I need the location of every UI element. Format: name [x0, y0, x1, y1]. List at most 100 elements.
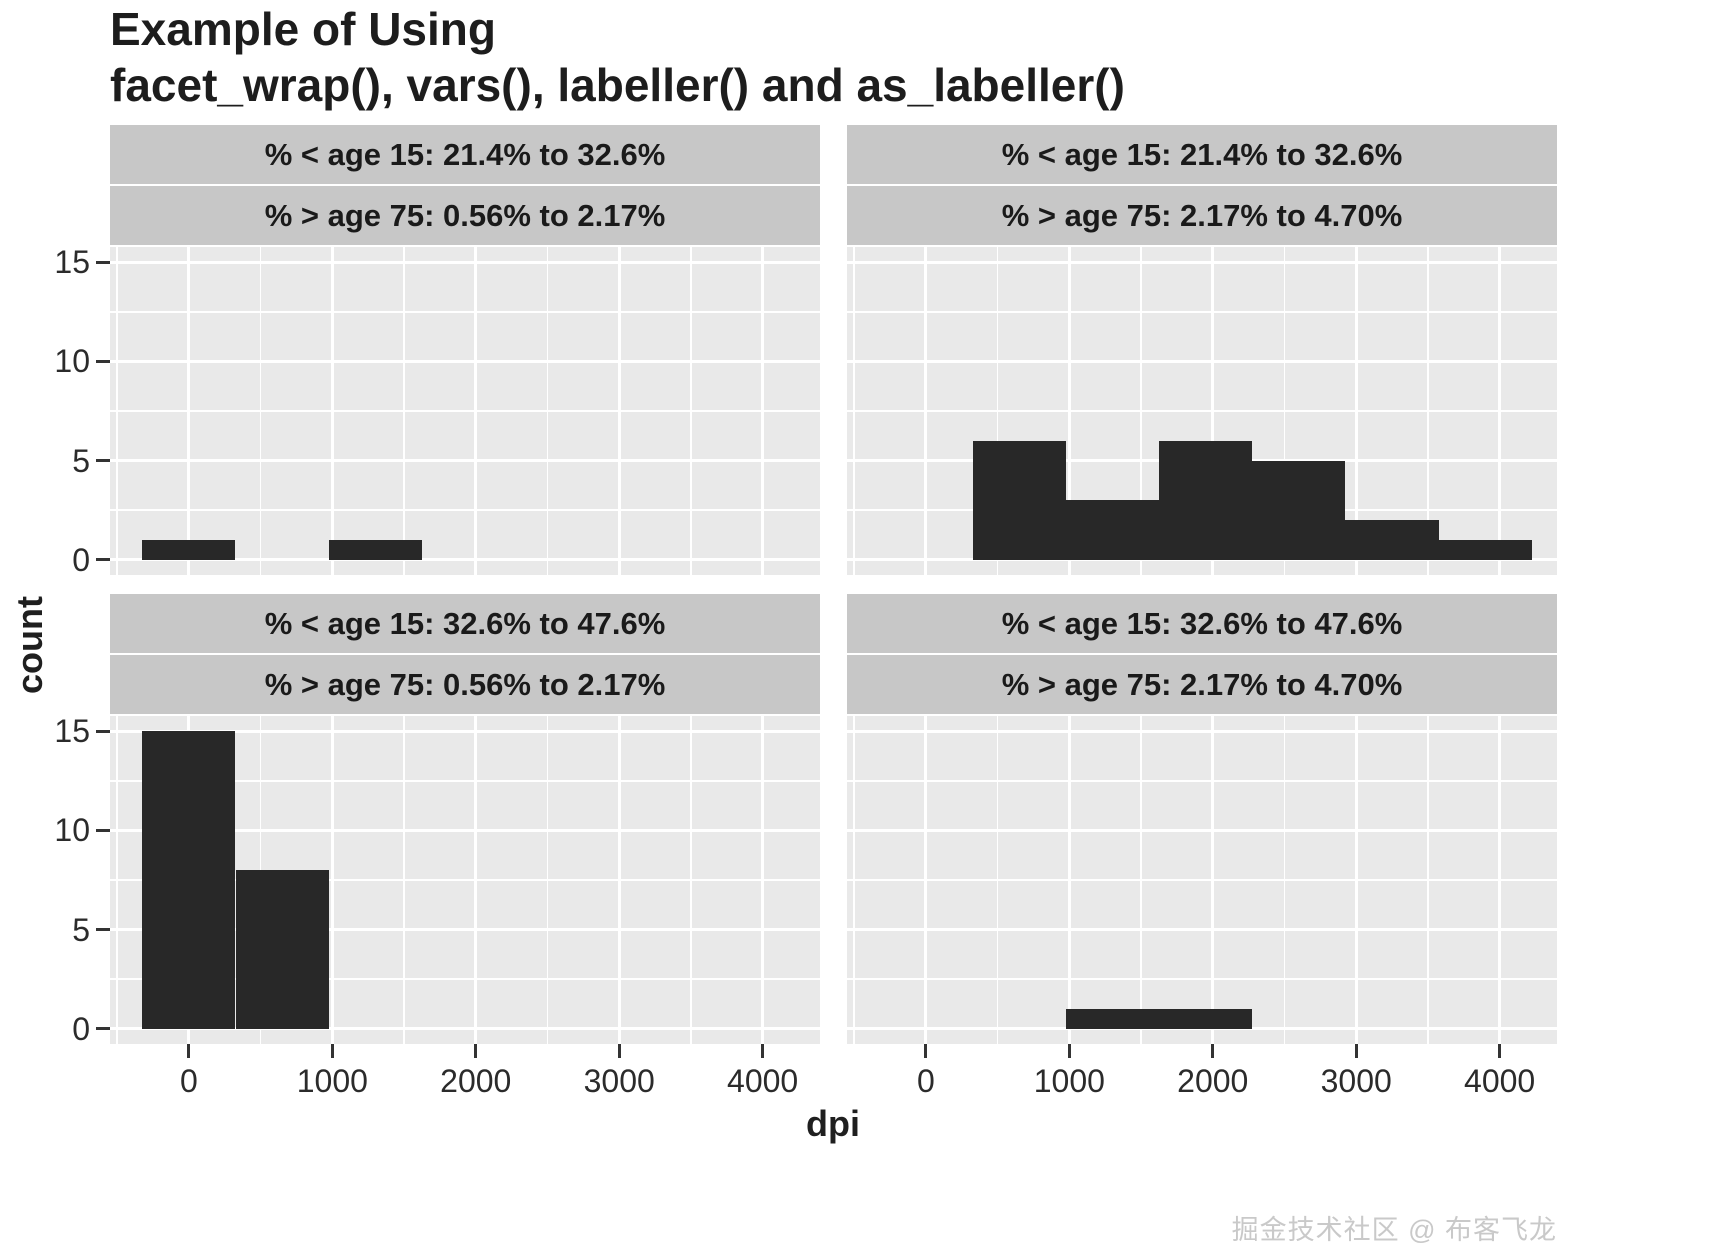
gridline-major-horizontal [847, 828, 1557, 832]
gridline-minor-horizontal [110, 879, 820, 881]
y-tick-label: 15 [54, 713, 90, 750]
chart-title-line2: facet_wrap(), vars(), labeller() and as_… [110, 59, 1125, 111]
gridline-major-horizontal [110, 260, 820, 264]
gridline-major-vertical [187, 247, 191, 575]
gridline-major-vertical [761, 716, 765, 1044]
gridline-major-horizontal [110, 1027, 820, 1031]
facet-strip-row1: % < age 15: 32.6% to 47.6% [110, 594, 820, 653]
gridline-major-vertical [1067, 716, 1071, 1044]
gridline-major-vertical [761, 247, 765, 575]
y-tick-mark [96, 359, 110, 363]
x-tick-mark [1211, 1044, 1215, 1058]
gridline-minor-horizontal [110, 410, 820, 412]
y-tick-mark [96, 928, 110, 932]
gridline-major-horizontal [847, 729, 1557, 733]
facet-strip-row2: % > age 75: 2.17% to 4.70% [847, 186, 1557, 245]
histogram-bar [142, 539, 236, 560]
x-tick-mark [1067, 1044, 1071, 1058]
y-tick-label: 5 [72, 442, 90, 479]
histogram-bar [972, 440, 1066, 560]
y-tick-mark [96, 558, 110, 562]
x-tick-mark [330, 1044, 334, 1058]
gridline-major-vertical [1354, 247, 1358, 575]
x-tick-label: 1000 [296, 1063, 368, 1099]
gridline-major-vertical [474, 247, 478, 575]
x-tick-mark [761, 1044, 765, 1058]
histogram-bar [235, 870, 329, 1029]
x-tick-label: 1000 [1033, 1063, 1105, 1099]
gridline-major-vertical [617, 247, 621, 575]
gridline-major-vertical [924, 716, 928, 1044]
gridline-major-horizontal [847, 928, 1557, 932]
gridline-major-vertical [330, 247, 334, 575]
y-tick-label: 0 [72, 541, 90, 578]
x-tick-mark [1354, 1044, 1358, 1058]
x-axis-title: dpi [806, 1103, 860, 1144]
facet-strip-row2: % > age 75: 2.17% to 4.70% [847, 655, 1557, 714]
x-tick-label: 4000 [727, 1063, 799, 1099]
x-tick-label: 3000 [1320, 1063, 1392, 1099]
gridline-minor-horizontal [110, 509, 820, 511]
gridline-major-horizontal [110, 558, 820, 562]
histogram-bar [1252, 460, 1346, 560]
gridline-minor-horizontal [847, 879, 1557, 881]
gridline-major-horizontal [110, 729, 820, 733]
x-tick-label: 3000 [583, 1063, 655, 1099]
gridline-major-horizontal [110, 928, 820, 932]
y-tick-label: 10 [54, 812, 90, 849]
x-tick-mark [924, 1044, 928, 1058]
y-tick-label: 10 [54, 343, 90, 380]
gridline-major-horizontal [847, 558, 1557, 562]
histogram-bar [1065, 500, 1159, 560]
gridline-major-horizontal [847, 1027, 1557, 1031]
y-tick-mark [96, 828, 110, 832]
y-tick-label: 15 [54, 244, 90, 281]
gridline-minor-horizontal [110, 311, 820, 313]
histogram-bar [142, 731, 236, 1029]
histogram-bar [1065, 1008, 1159, 1029]
x-tick-mark [1498, 1044, 1502, 1058]
facet-panel [847, 247, 1557, 575]
gridline-major-vertical [330, 716, 334, 1044]
gridline-major-horizontal [110, 359, 820, 363]
gridline-major-vertical [1354, 716, 1358, 1044]
facet-strip-row1: % < age 15: 32.6% to 47.6% [847, 594, 1557, 653]
gridline-minor-horizontal [847, 780, 1557, 782]
gridline-minor-horizontal [847, 978, 1557, 980]
y-tick-mark [96, 1027, 110, 1031]
gridline-major-vertical [924, 247, 928, 575]
y-tick-label: 0 [72, 1010, 90, 1047]
gridline-minor-horizontal [110, 780, 820, 782]
histogram-bar [328, 539, 422, 560]
histogram-bar [1158, 440, 1253, 560]
gridline-major-vertical [1211, 716, 1215, 1044]
x-tick-mark [617, 1044, 621, 1058]
facet-strip-row2: % > age 75: 0.56% to 2.17% [110, 655, 820, 714]
x-tick-mark [474, 1044, 478, 1058]
facet-strip-row1: % < age 15: 21.4% to 32.6% [110, 125, 820, 184]
x-tick-label: 0 [179, 1063, 198, 1099]
x-tick-label: 2000 [1177, 1063, 1249, 1099]
y-tick-label: 5 [72, 911, 90, 948]
x-tick-label: 4000 [1464, 1063, 1536, 1099]
chart-title-line1: Example of Using [110, 3, 496, 55]
gridline-major-horizontal [847, 359, 1557, 363]
x-tick-mark [187, 1044, 191, 1058]
gridline-major-vertical [1067, 247, 1071, 575]
gridline-major-horizontal [110, 828, 820, 832]
gridline-major-vertical [1498, 247, 1502, 575]
gridline-minor-horizontal [110, 978, 820, 980]
y-tick-mark [96, 459, 110, 463]
facet-panel [110, 716, 820, 1044]
facet-panel [847, 716, 1557, 1044]
facet-strip-row1: % < age 15: 21.4% to 32.6% [847, 125, 1557, 184]
facet-strip-row2: % > age 75: 0.56% to 2.17% [110, 186, 820, 245]
histogram-bar [1438, 539, 1532, 560]
gridline-major-vertical [1498, 716, 1502, 1044]
y-tick-mark [96, 729, 110, 733]
gridline-major-vertical [474, 716, 478, 1044]
gridline-major-horizontal [110, 459, 820, 463]
gridline-minor-horizontal [847, 311, 1557, 313]
facet-panel [110, 247, 820, 575]
